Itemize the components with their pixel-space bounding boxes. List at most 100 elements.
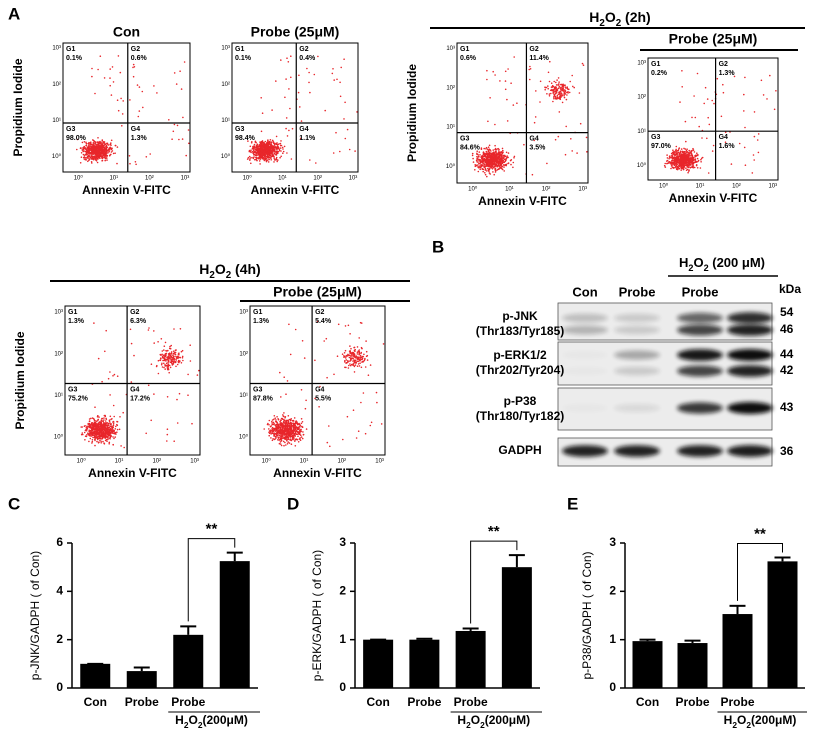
event-dot (475, 159, 478, 161)
event-dot (112, 424, 115, 427)
event-dot (568, 88, 570, 91)
event-dot (498, 150, 500, 152)
event-dot (475, 165, 478, 167)
event-dot (258, 150, 261, 152)
event-dot (112, 430, 115, 433)
event-dot (160, 338, 163, 340)
event-dot (681, 164, 683, 166)
event-dot (264, 150, 266, 153)
event-dot (100, 442, 102, 444)
quadrant-name: G3 (460, 135, 469, 142)
event-dot (179, 328, 182, 330)
event-dot (287, 435, 289, 438)
event-dot (294, 428, 297, 431)
event-dot (113, 437, 115, 440)
event-dot (258, 144, 261, 147)
event-dot (264, 140, 267, 143)
event-dot (494, 144, 496, 147)
x-axis-label: Annexin V-FITC (273, 466, 362, 480)
event-dot (691, 116, 693, 119)
kda-label: kDa (779, 282, 801, 296)
quadrant-name: G2 (529, 46, 538, 53)
y-tick-label: 10³ (52, 46, 61, 52)
event-dot (696, 72, 699, 75)
kda-value: 42 (780, 363, 794, 377)
event-dot (115, 433, 117, 435)
blot-band (677, 365, 723, 377)
event-dot (268, 434, 271, 437)
event-dot (688, 149, 690, 152)
y-axis-label: p-JNK/GADPH ( of Con) (28, 551, 42, 680)
event-dot (83, 150, 85, 152)
event-dot (275, 135, 278, 138)
event-dot (103, 435, 105, 438)
y-tick-label: 10¹ (52, 118, 61, 124)
quadrant-value: 5.5% (315, 395, 332, 402)
event-dot (287, 430, 290, 433)
event-dot (266, 152, 269, 154)
event-dot (104, 428, 106, 431)
event-dot (544, 86, 547, 89)
event-dot (352, 409, 355, 412)
event-dot (104, 155, 106, 158)
event-dot (564, 153, 567, 156)
event-dot (504, 70, 507, 73)
event-dot (105, 329, 107, 332)
event-dot (286, 135, 289, 137)
event-dot (92, 423, 95, 425)
event-dot (132, 66, 134, 69)
event-dot (751, 172, 754, 174)
event-dot (341, 353, 344, 356)
quadrant-value: 0.6% (131, 55, 148, 62)
y-tick-label: 10⁰ (446, 163, 456, 170)
event-dot (93, 435, 96, 438)
event-dot (263, 144, 265, 147)
event-dot (181, 357, 184, 359)
event-dot (280, 424, 283, 426)
quadrant-name: G4 (299, 126, 308, 133)
kda-value: 36 (780, 444, 794, 458)
event-dot (488, 165, 491, 168)
event-dot (108, 441, 111, 444)
event-dot (279, 143, 281, 145)
event-dot (104, 424, 107, 427)
event-dot (528, 68, 530, 71)
event-dot (504, 154, 506, 157)
quadrant-name: G3 (253, 386, 262, 393)
event-dot (263, 142, 266, 145)
event-dot (324, 109, 327, 112)
event-dot (494, 123, 496, 126)
event-dot (486, 155, 488, 158)
event-dot (560, 83, 562, 86)
event-dot (90, 422, 93, 424)
event-dot (98, 154, 101, 157)
event-dot (492, 149, 495, 151)
x-tick-label: 10⁰ (659, 183, 669, 190)
event-dot (282, 440, 285, 443)
event-dot (693, 166, 696, 169)
event-dot (264, 157, 267, 159)
event-dot (249, 159, 251, 161)
event-dot (499, 166, 502, 169)
event-dot (93, 431, 95, 433)
event-dot (692, 159, 695, 162)
event-dot (695, 161, 698, 163)
event-dot (357, 357, 360, 360)
event-dot (98, 430, 101, 433)
event-dot (114, 431, 117, 434)
event-dot (93, 421, 96, 423)
event-dot (487, 156, 490, 158)
event-dot (348, 148, 351, 151)
event-dot (489, 167, 491, 170)
event-dot (284, 96, 286, 99)
event-dot (666, 159, 669, 162)
event-dot (103, 442, 105, 445)
quadrant-value: 75.2% (68, 395, 89, 402)
event-dot (110, 139, 113, 142)
event-dot (248, 149, 251, 152)
event-dot (274, 417, 277, 420)
event-dot (290, 425, 293, 428)
event-dot (677, 152, 679, 154)
event-dot (103, 146, 105, 149)
event-dot (296, 422, 298, 424)
